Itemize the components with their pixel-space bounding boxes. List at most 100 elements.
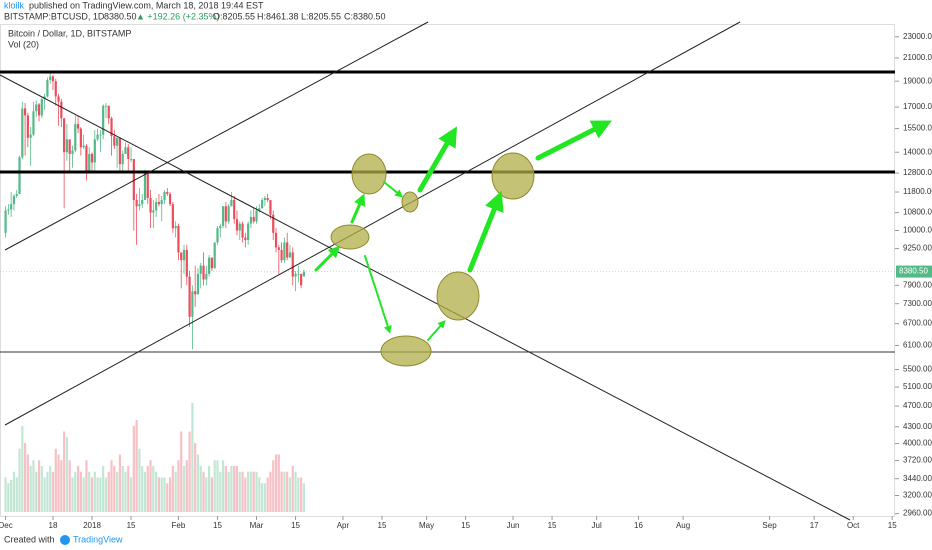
volume [4, 402, 306, 512]
volume-bar [37, 460, 41, 512]
x-tick-label: Jun [507, 521, 520, 530]
volume-bar [35, 471, 38, 512]
volume-bar [286, 471, 289, 512]
candle-body [260, 200, 264, 209]
candle-body [46, 80, 49, 97]
candle-body [216, 228, 219, 243]
footer: Created with TradingView [4, 534, 123, 545]
candle-body [32, 111, 35, 135]
candle-body [7, 209, 10, 211]
candle-body [258, 208, 261, 211]
ellipse [330, 224, 370, 250]
candle-body [221, 206, 225, 226]
candle-body [40, 99, 43, 116]
volume-bar [54, 448, 57, 512]
candle-body [37, 104, 41, 116]
x-tick-label: Aug [676, 521, 690, 530]
candle-body [104, 105, 108, 107]
candle-body [252, 216, 255, 222]
volume-bar [49, 466, 52, 512]
volume-bar [219, 471, 222, 512]
volume-bar [116, 471, 119, 512]
candle-body [297, 273, 300, 275]
header: kloilk published on TradingView.com, Mar… [4, 0, 386, 21]
volume-bar [213, 460, 216, 512]
ellipse [436, 271, 480, 321]
y-tick-label: 9250.00 [903, 244, 932, 253]
candle-body [51, 76, 55, 82]
volume-bar [4, 477, 7, 512]
close: C:8380.50 [344, 11, 386, 21]
candle-body [10, 204, 13, 210]
price: 8380.50 [104, 11, 137, 21]
volume-bar [227, 471, 230, 512]
volume-bar [216, 460, 219, 512]
volume-bar [272, 460, 275, 512]
volume-bar [235, 466, 239, 512]
candle-body [274, 232, 278, 248]
candle-body [49, 76, 52, 81]
x-tick-label: Dec [0, 521, 13, 530]
volume-bar [29, 466, 32, 512]
volume-bar [135, 420, 138, 512]
candle-body [132, 158, 135, 201]
volume-bar [32, 460, 35, 512]
volume-bar [107, 471, 110, 512]
volume-bar [121, 466, 124, 512]
open: O:8205.55 [213, 11, 255, 21]
arrow [417, 126, 458, 193]
volume-bar [104, 477, 108, 512]
volume-bar [210, 477, 214, 512]
candle-body [269, 200, 272, 215]
candle-body [57, 96, 60, 102]
volume-bar [224, 466, 227, 512]
volume-bar [166, 483, 169, 512]
volume-bar [280, 471, 283, 512]
candle-body [96, 134, 99, 140]
candle-body [219, 225, 222, 229]
volume-bar [85, 460, 88, 512]
volume-bar [277, 454, 280, 512]
volume-bar [302, 483, 306, 512]
candle-body [208, 257, 211, 274]
y-tick-label: 7900.00 [903, 280, 932, 289]
y-tick-label: 6100.00 [903, 341, 932, 350]
volume-bar [138, 448, 141, 512]
volume-bar [155, 471, 158, 512]
candle-body [65, 139, 69, 153]
candle-body [280, 249, 283, 261]
candle-body [110, 118, 113, 137]
candle-body [29, 134, 32, 138]
candle-body [168, 193, 172, 205]
y-tick-label: 5500.00 [903, 365, 932, 374]
brand-logo [60, 535, 70, 545]
candle-body [182, 249, 186, 261]
x-tick-label: Apr [337, 521, 350, 530]
candle-body [102, 105, 105, 135]
volume-bar [7, 483, 10, 512]
high: H:8461.38 [257, 11, 299, 21]
x-tick-label: May [419, 521, 434, 530]
candle-body [224, 206, 227, 222]
volume-bar [88, 471, 91, 512]
x-tick-label: Oct [847, 521, 860, 530]
y-tick-label: 23000.00 [903, 32, 932, 41]
y-tick-label: 3200.00 [903, 491, 932, 500]
volume-bar [202, 471, 205, 512]
candle-body [118, 137, 121, 165]
candle-body [90, 153, 94, 163]
candle-body [202, 265, 205, 280]
y-tick-label: 6700.00 [903, 319, 932, 328]
candle-body [196, 273, 200, 295]
volume-bar [291, 466, 294, 512]
volume-bar [12, 471, 16, 512]
brand[interactable]: TradingView [73, 534, 123, 544]
ellipse [351, 153, 387, 195]
author[interactable]: kloilk [4, 0, 25, 10]
x-tick-label: Sep [762, 521, 777, 530]
candle-body [235, 219, 239, 231]
candle-body [99, 134, 102, 136]
ellipse [401, 191, 419, 213]
candle-body [68, 139, 71, 154]
y-tick-label: 3720.00 [903, 456, 932, 465]
